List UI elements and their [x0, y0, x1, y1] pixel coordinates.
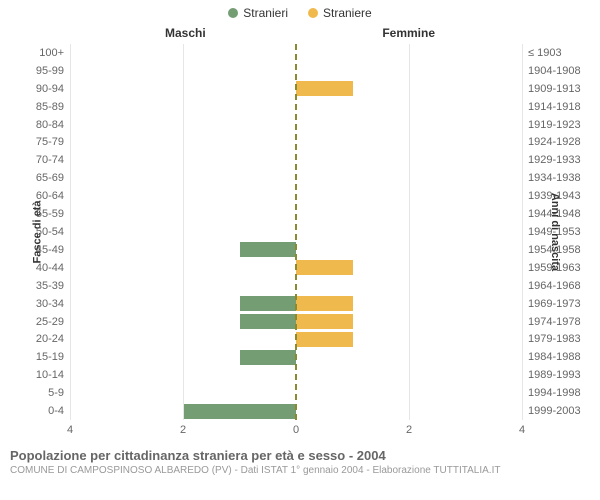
age-label: 55-59	[36, 208, 70, 220]
bar-male	[240, 314, 297, 329]
birth-year-label: 1969-1973	[522, 298, 581, 310]
grid-line	[70, 44, 71, 420]
birth-year-label: 1994-1998	[522, 387, 581, 399]
birth-year-label: 1919-1923	[522, 119, 581, 131]
birth-year-label: 1959-1963	[522, 262, 581, 274]
bar-female	[296, 260, 353, 275]
legend-swatch-female	[308, 8, 318, 18]
birth-year-label: 1949-1953	[522, 226, 581, 238]
bar-male	[240, 242, 297, 257]
legend-item-male: Stranieri	[228, 6, 288, 20]
bar-male	[183, 404, 296, 419]
birth-year-label: 1944-1948	[522, 208, 581, 220]
birth-year-label: 1974-1978	[522, 316, 581, 328]
legend: Stranieri Straniere	[0, 0, 600, 22]
birth-year-label: 1904-1908	[522, 65, 581, 77]
birth-year-label: 1914-1918	[522, 101, 581, 113]
birth-year-label: 1934-1938	[522, 172, 581, 184]
legend-label-female: Straniere	[323, 6, 372, 20]
age-label: 10-14	[36, 369, 70, 381]
x-tick-label: 2	[406, 424, 412, 436]
age-label: 0-4	[48, 405, 70, 417]
bar-female	[296, 314, 353, 329]
chart-area: Maschi Femmine Fasce di età Anni di nasc…	[0, 22, 600, 442]
birth-year-label: 1954-1958	[522, 244, 581, 256]
bar-female	[296, 296, 353, 311]
birth-year-label: 1989-1993	[522, 369, 581, 381]
legend-label-male: Stranieri	[243, 6, 288, 20]
age-label: 85-89	[36, 101, 70, 113]
x-tick-label: 4	[519, 424, 525, 436]
bar-male	[240, 350, 297, 365]
age-label: 20-24	[36, 333, 70, 345]
birth-year-label: 1979-1983	[522, 333, 581, 345]
birth-year-label: 1924-1928	[522, 136, 581, 148]
plot-region: 100+≤ 190395-991904-190890-941909-191385…	[70, 44, 522, 420]
bar-female	[296, 81, 353, 96]
x-tick-label: 4	[67, 424, 73, 436]
age-label: 90-94	[36, 83, 70, 95]
column-header-male: Maschi	[165, 26, 206, 40]
birth-year-label: 1929-1933	[522, 154, 581, 166]
age-label: 5-9	[48, 387, 70, 399]
grid-line	[522, 44, 523, 420]
age-label: 80-84	[36, 119, 70, 131]
age-label: 30-34	[36, 298, 70, 310]
bar-female	[296, 332, 353, 347]
legend-item-female: Straniere	[308, 6, 372, 20]
x-axis-ticks: 4 2 0 2 4	[70, 424, 522, 438]
age-label: 60-64	[36, 190, 70, 202]
birth-year-label: ≤ 1903	[522, 47, 562, 59]
caption: Popolazione per cittadinanza straniera p…	[0, 442, 600, 476]
age-label: 95-99	[36, 65, 70, 77]
column-header-female: Femmine	[382, 26, 435, 40]
age-label: 100+	[39, 47, 70, 59]
age-label: 25-29	[36, 316, 70, 328]
grid-line	[409, 44, 410, 420]
legend-swatch-male	[228, 8, 238, 18]
age-label: 75-79	[36, 136, 70, 148]
age-label: 35-39	[36, 280, 70, 292]
birth-year-label: 1909-1913	[522, 83, 581, 95]
age-label: 50-54	[36, 226, 70, 238]
age-label: 40-44	[36, 262, 70, 274]
caption-subtitle: COMUNE DI CAMPOSPINOSO ALBAREDO (PV) - D…	[10, 463, 590, 476]
age-label: 15-19	[36, 351, 70, 363]
caption-title: Popolazione per cittadinanza straniera p…	[10, 448, 590, 463]
birth-year-label: 1984-1988	[522, 351, 581, 363]
age-label: 65-69	[36, 172, 70, 184]
birth-year-label: 1939-1943	[522, 190, 581, 202]
x-tick-label: 2	[180, 424, 186, 436]
bar-male	[240, 296, 297, 311]
age-label: 70-74	[36, 154, 70, 166]
grid-line	[183, 44, 184, 420]
x-tick-label: 0	[293, 424, 299, 436]
age-label: 45-49	[36, 244, 70, 256]
center-divider	[295, 44, 297, 420]
birth-year-label: 1999-2003	[522, 405, 581, 417]
birth-year-label: 1964-1968	[522, 280, 581, 292]
